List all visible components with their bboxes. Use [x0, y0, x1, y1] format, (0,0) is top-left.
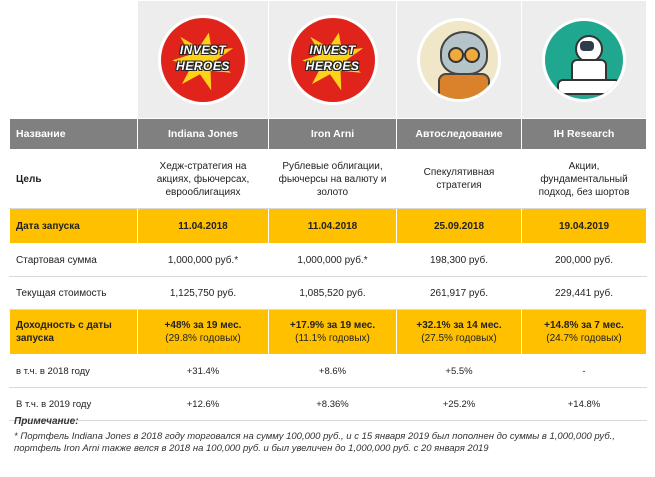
yield-cell: +14.8% за 7 мес. (24.7% годовых): [521, 309, 647, 355]
logo-row-blank: [9, 0, 138, 119]
yield-main: +48% за 19 мес.: [164, 320, 242, 331]
year-2018-cell: +5.5%: [396, 354, 522, 388]
current-value-cell: 229,441 руб.: [521, 276, 647, 310]
year-2019-row: В т.ч. в 2019 году +12.6% +8.36% +25.2% …: [9, 387, 647, 421]
row-label: Текущая стоимость: [9, 276, 138, 310]
row-label: В т.ч. в 2019 году: [9, 387, 138, 421]
current-value-cell: 261,917 руб.: [396, 276, 522, 310]
header-label: Название: [9, 118, 138, 150]
year-2019-cell: +25.2%: [396, 387, 522, 421]
start-sum-row: Стартовая сумма 1,000,000 руб.* 1,000,00…: [9, 243, 647, 277]
launch-date-cell: 11.04.2018: [268, 208, 397, 244]
logo-text-line1: INVEST: [309, 42, 356, 57]
goal-cell: Рублевые облигации, фьючерсы на валюту и…: [268, 149, 397, 209]
yield-cell: +32.1% за 14 мес. (27.5% годовых): [396, 309, 522, 355]
yield-annual: (11.1% годовых): [295, 333, 370, 344]
start-sum-cell: 200,000 руб.: [521, 243, 647, 277]
robot-logo: [417, 17, 501, 102]
footnote: Примечание: * Портфель Indiana Jones в 2…: [14, 416, 644, 455]
launch-date-row: Дата запуска 11.04.2018 11.04.2018 25.09…: [9, 208, 647, 244]
portfolio-table: INVEST HEROES INVEST HEROES Название Ind…: [9, 0, 647, 421]
yield-annual: (29.8% годовых): [165, 333, 241, 344]
header-col: Iron Arni: [268, 118, 397, 150]
launch-date-cell: 25.09.2018: [396, 208, 522, 244]
goal-cell: Хедж-стратегия на акциях, фьючерсах, евр…: [137, 149, 269, 209]
start-sum-cell: 1,000,000 руб.*: [268, 243, 397, 277]
logo-cell-ih-research: [521, 0, 647, 119]
header-col: IH Research: [521, 118, 647, 150]
year-2018-cell: +8.6%: [268, 354, 397, 388]
logo-cell-autofollow: [396, 0, 522, 119]
header-col: Indiana Jones: [137, 118, 269, 150]
logo-cell-iron-arni: INVEST HEROES: [268, 0, 397, 119]
row-label: в т.ч. в 2018 году: [9, 354, 138, 388]
year-2018-cell: -: [521, 354, 647, 388]
launch-date-cell: 19.04.2019: [521, 208, 647, 244]
row-label: Цель: [9, 149, 138, 209]
logo-row: INVEST HEROES INVEST HEROES: [9, 0, 647, 119]
launch-date-cell: 11.04.2018: [137, 208, 269, 244]
row-label: Дата запуска: [9, 208, 138, 244]
yield-main: +14.8% за 7 мес.: [544, 320, 624, 331]
yield-row: Доходность с даты запуска +48% за 19 мес…: [9, 309, 647, 355]
footnote-heading: Примечание:: [14, 416, 79, 427]
year-2019-cell: +14.8%: [521, 387, 647, 421]
invest-heroes-logo: INVEST HEROES: [290, 17, 375, 102]
goal-cell: Акции, фундаментальный подход, без шорто…: [521, 149, 647, 209]
current-value-cell: 1,125,750 руб.: [137, 276, 269, 310]
header-row: Название Indiana Jones Iron Arni Автосле…: [9, 118, 647, 150]
yield-cell: +48% за 19 мес. (29.8% годовых): [137, 309, 269, 355]
row-label: Стартовая сумма: [9, 243, 138, 277]
row-label: Доходность с даты запуска: [9, 309, 138, 355]
footnote-text: * Портфель Indiana Jones в 2018 году тор…: [14, 431, 615, 454]
logo-text-line2: HEROES: [176, 58, 230, 73]
year-2018-row: в т.ч. в 2018 году +31.4% +8.6% +5.5% -: [9, 354, 647, 388]
yield-main: +32.1% за 14 мес.: [416, 320, 502, 331]
goal-row: Цель Хедж-стратегия на акциях, фьючерсах…: [9, 149, 647, 209]
logo-text-line1: INVEST: [179, 42, 227, 57]
invest-heroes-logo: INVEST HEROES: [161, 17, 245, 102]
start-sum-cell: 198,300 руб.: [396, 243, 522, 277]
header-col: Автоследование: [396, 118, 522, 150]
logo-text-line2: HEROES: [305, 58, 360, 73]
astronaut-logo: [542, 17, 626, 102]
year-2018-cell: +31.4%: [137, 354, 269, 388]
goal-cell: Спекулятивная стратегия: [396, 149, 522, 209]
yield-annual: (24.7% годовых): [546, 333, 622, 344]
yield-annual: (27.5% годовых): [421, 333, 497, 344]
logo-cell-indiana-jones: INVEST HEROES: [137, 0, 269, 119]
yield-main: +17.9% за 19 мес.: [289, 320, 376, 331]
yield-cell: +17.9% за 19 мес. (11.1% годовых): [268, 309, 397, 355]
current-value-cell: 1,085,520 руб.: [268, 276, 397, 310]
current-value-row: Текущая стоимость 1,125,750 руб. 1,085,5…: [9, 276, 647, 310]
start-sum-cell: 1,000,000 руб.*: [137, 243, 269, 277]
year-2019-cell: +8.36%: [268, 387, 397, 421]
